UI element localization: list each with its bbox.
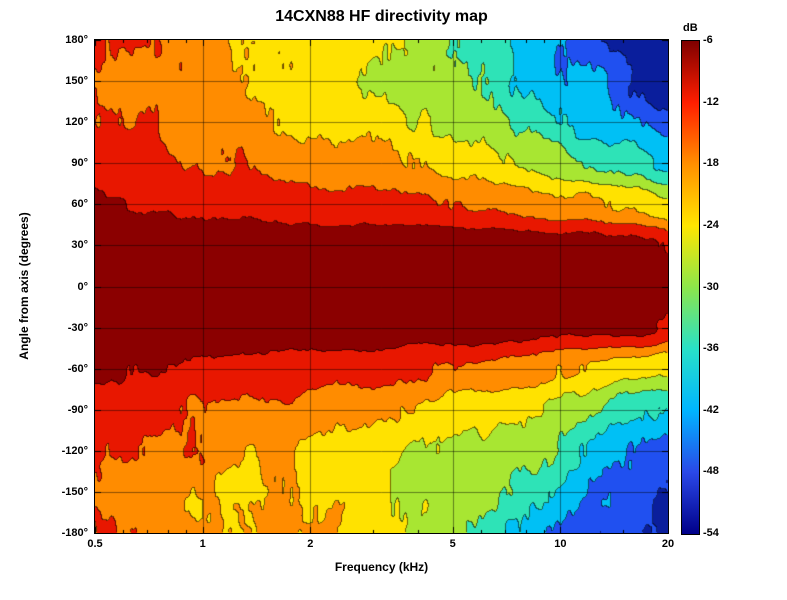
y-tick-label: -180° — [61, 527, 88, 539]
colorbar-tick-label: -6 — [703, 34, 713, 46]
x-tick-label: 5 — [449, 538, 456, 550]
colorbar-tick-label: -24 — [703, 218, 719, 231]
y-tick-label: -150° — [61, 485, 88, 498]
y-axis-label: Angle from axis (degrees) — [17, 212, 31, 360]
colorbar-tick-label: -36 — [703, 342, 719, 355]
x-tick-label: 0.5 — [87, 538, 103, 550]
chart-title: 14CXN88 HF directivity map — [275, 8, 488, 25]
colorbar — [681, 40, 700, 535]
y-tick-label: -30° — [67, 321, 88, 334]
y-tick-label: -120° — [61, 444, 88, 457]
x-tick-label: 20 — [661, 538, 675, 550]
y-tick-label: -90° — [67, 403, 88, 416]
colorbar-tick-label: -12 — [703, 95, 719, 108]
colorbar-tick-label: -54 — [703, 527, 719, 539]
y-tick-label: 150° — [65, 75, 88, 88]
plot-area — [95, 40, 668, 533]
x-tick-label: 1 — [199, 538, 206, 550]
colorbar-tick-label: -18 — [703, 157, 719, 170]
y-tick-label: -60° — [67, 362, 88, 375]
y-tick-label: 0° — [77, 280, 88, 293]
y-tick-label: 30° — [71, 239, 88, 252]
y-tick-label: 60° — [71, 198, 88, 211]
x-tick-label: 2 — [307, 538, 314, 550]
colorbar-unit-label: dB — [683, 22, 698, 34]
x-tick-label: 10 — [554, 538, 567, 550]
y-tick-label: 90° — [71, 157, 88, 170]
y-tick-label: 120° — [65, 116, 88, 129]
colorbar-tick-label: -48 — [703, 465, 719, 478]
colorbar-tick-label: -30 — [703, 280, 719, 293]
x-axis-label: Frequency (kHz) — [334, 560, 429, 574]
colorbar-tick-label: -42 — [703, 403, 719, 416]
directivity-heatmap-canvas — [95, 40, 668, 533]
y-tick-label: 180° — [65, 34, 88, 46]
